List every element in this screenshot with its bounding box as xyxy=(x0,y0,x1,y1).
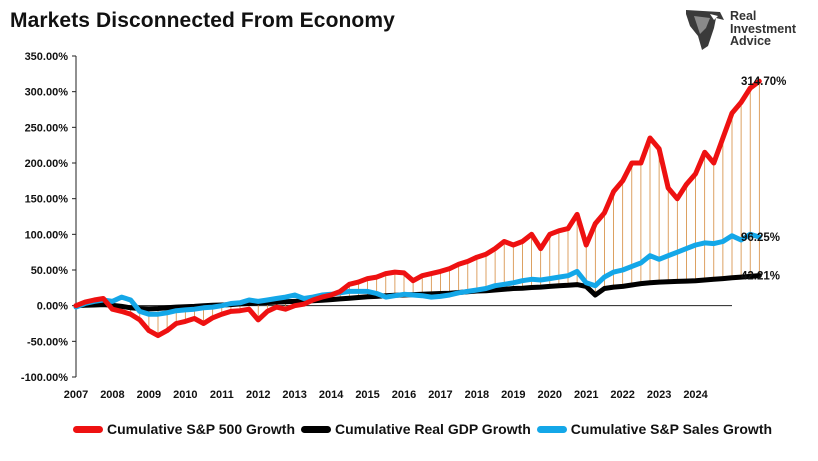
y-tick-label: 0.00% xyxy=(37,301,68,313)
end-label-sp500: 314.70% xyxy=(741,76,786,88)
x-tick-label: 2013 xyxy=(282,389,306,401)
series-line-sales xyxy=(73,231,762,317)
logo-line-3: Advice xyxy=(730,34,771,48)
x-tick-label: 2019 xyxy=(501,389,525,401)
y-tick-label: 150.00% xyxy=(25,194,69,206)
x-tick-label: 2015 xyxy=(355,389,379,401)
end-label-gdp: 42.21% xyxy=(741,271,780,283)
x-tick-label: 2024 xyxy=(683,389,708,401)
legend: Cumulative S&P 500 Growth Cumulative Rea… xyxy=(73,421,778,437)
x-tick-label: 2021 xyxy=(574,389,598,401)
legend-item-sales: Cumulative S&P Sales Growth xyxy=(536,421,773,437)
legend-swatch-sp500 xyxy=(73,425,103,433)
legend-label-sp500: Cumulative S&P 500 Growth xyxy=(107,421,296,437)
y-tick-label: 300.00% xyxy=(25,87,69,99)
x-tick-label: 2012 xyxy=(246,389,270,401)
legend-item-gdp: Cumulative Real GDP Growth xyxy=(301,421,531,437)
x-tick-label: 2017 xyxy=(428,389,452,401)
x-tick-label: 2010 xyxy=(173,389,197,401)
y-tick-label: -100.00% xyxy=(21,372,68,384)
x-tick-label: 2009 xyxy=(137,389,161,401)
y-tick-label: 200.00% xyxy=(25,158,69,170)
y-tick-label: 100.00% xyxy=(25,229,69,241)
logo-line-1: Real xyxy=(730,9,757,23)
legend-swatch-sales xyxy=(536,425,567,433)
logo-text: Real Investment Advice xyxy=(730,10,796,48)
end-label-sales: 96.25% xyxy=(741,232,780,244)
legend-swatch-gdp xyxy=(301,425,332,433)
x-tick-label: 2007 xyxy=(64,389,88,401)
x-tick-label: 2016 xyxy=(392,389,416,401)
x-tick-label: 2023 xyxy=(647,389,671,401)
y-tick-label: 350.00% xyxy=(25,51,69,63)
y-tick-label: 50.00% xyxy=(31,265,69,277)
x-tick-label: 2014 xyxy=(319,389,344,401)
x-tick-label: 2018 xyxy=(465,389,489,401)
legend-item-sp500: Cumulative S&P 500 Growth xyxy=(73,421,295,437)
legend-label-gdp: Cumulative Real GDP Growth xyxy=(335,421,531,437)
chart-title: Markets Disconnected From Economy xyxy=(10,9,395,32)
x-tick-label: 2022 xyxy=(610,389,634,401)
x-tick-label: 2020 xyxy=(538,389,562,401)
legend-label-sales: Cumulative S&P Sales Growth xyxy=(570,421,773,437)
logo-line-2: Investment xyxy=(730,21,796,36)
y-tick-label: 250.00% xyxy=(25,122,69,134)
eagle-logo-icon xyxy=(686,10,724,50)
x-tick-label: 2008 xyxy=(100,389,124,401)
x-tick-label: 2011 xyxy=(210,389,234,401)
y-tick-label: -50.00% xyxy=(27,336,68,348)
series-line-sp500 xyxy=(73,78,762,339)
